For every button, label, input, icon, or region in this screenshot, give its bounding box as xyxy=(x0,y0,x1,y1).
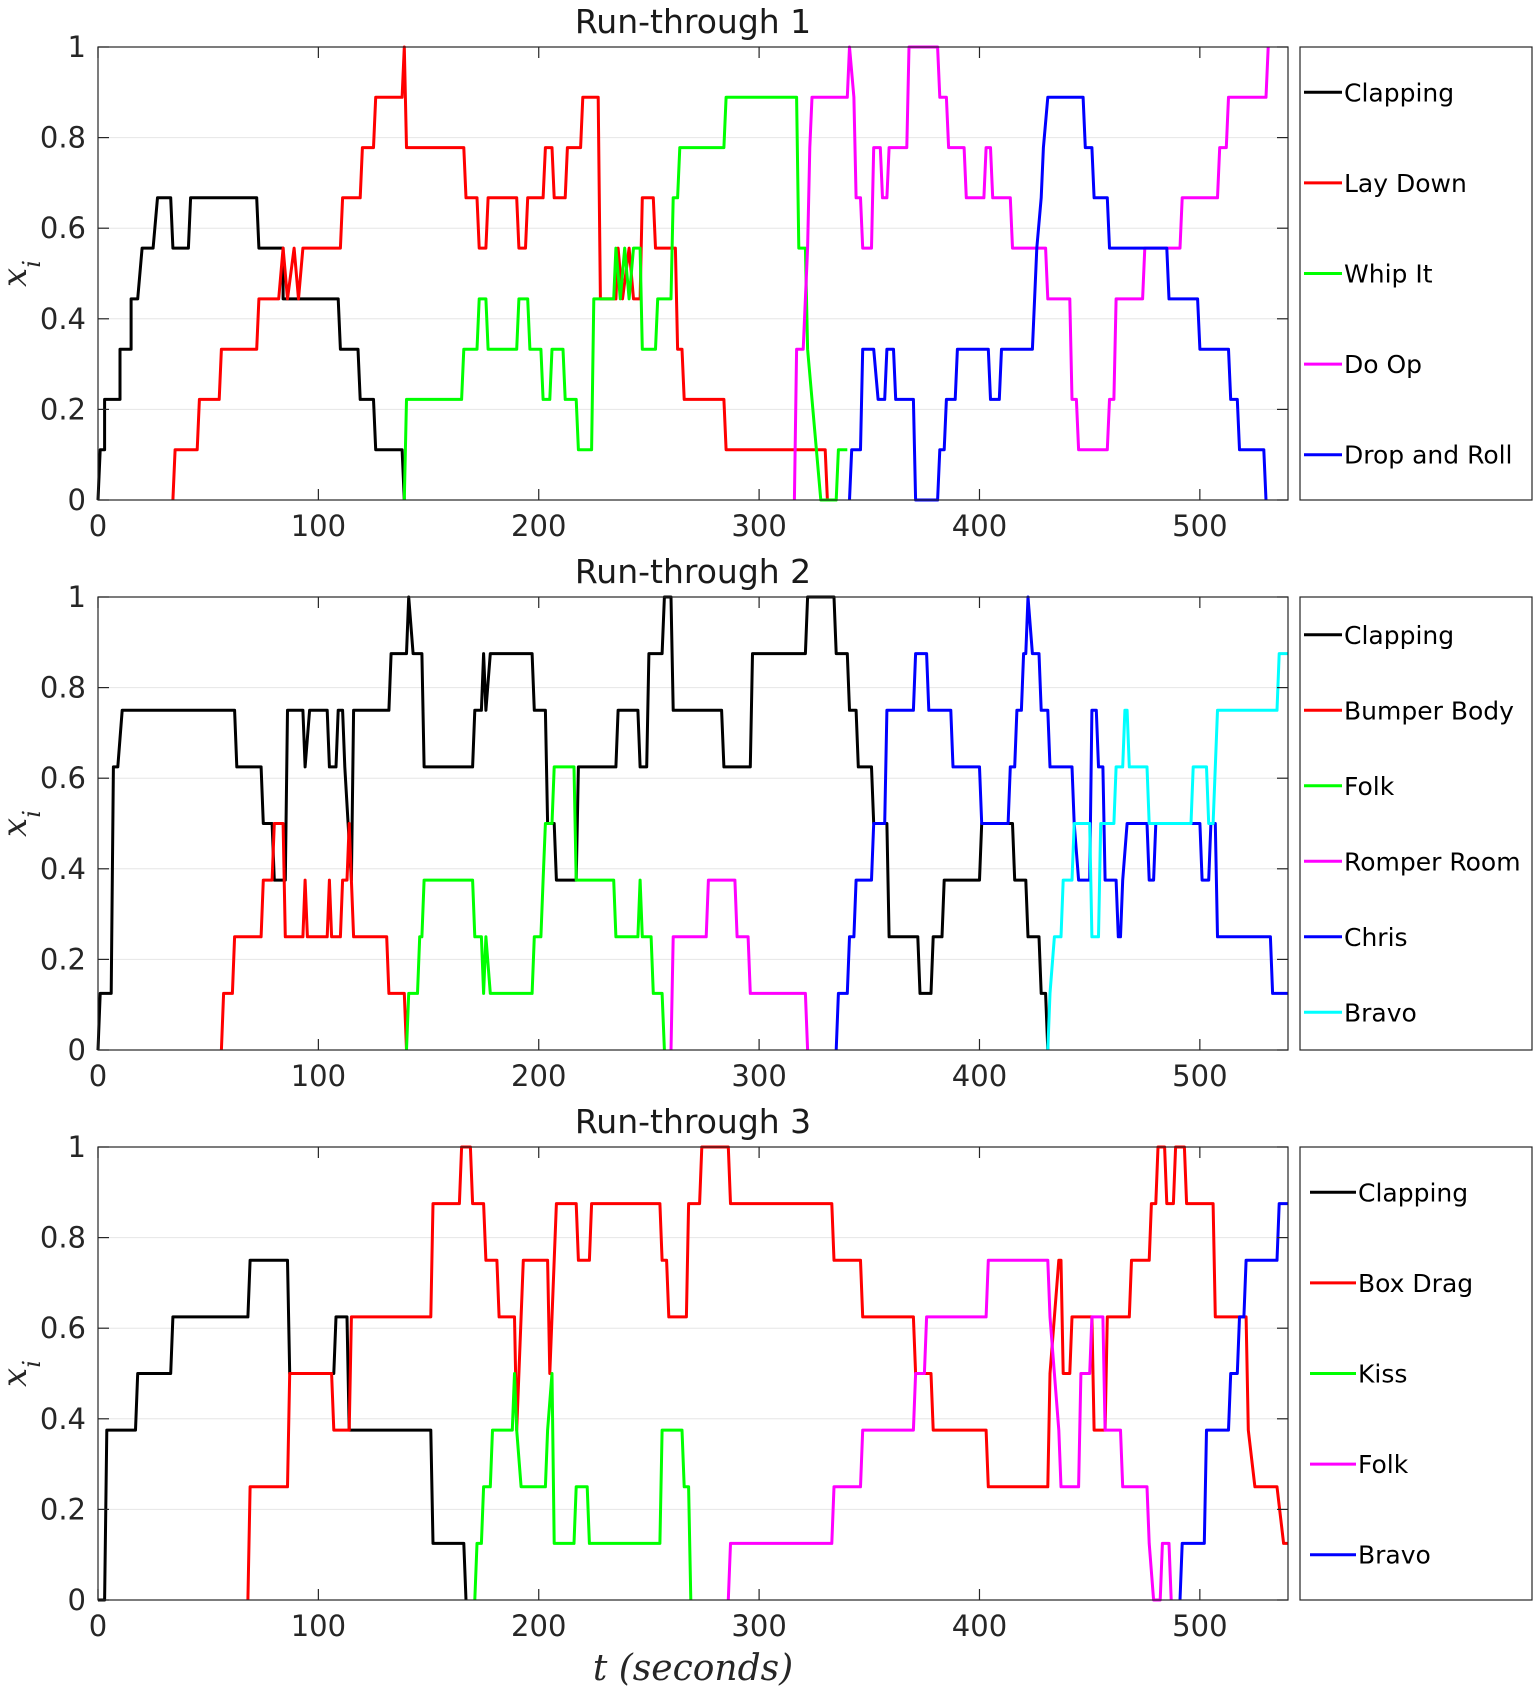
series-line-bumper-body xyxy=(219,822,408,1051)
legend-label: Bravo xyxy=(1358,1541,1431,1570)
x-tick-label: 400 xyxy=(952,509,1007,543)
x-tick-label: 100 xyxy=(291,1059,346,1093)
y-tick-label: 0 xyxy=(68,483,86,517)
y-tick-label: 0.8 xyxy=(40,121,86,155)
legend-label: Bravo xyxy=(1344,998,1417,1027)
y-tick-label: 0.4 xyxy=(40,852,86,886)
x-tick-label: 500 xyxy=(1172,1059,1227,1093)
chart-2: 0 100 200 300 400 500 0 0.2 0.4 0.6 0.8 1 Run-throug… xyxy=(0,552,1533,1093)
chart-title: Run-through 2 xyxy=(575,552,811,591)
x-tick-label: 400 xyxy=(952,1059,1007,1093)
y-tick-label: 0.8 xyxy=(40,1221,86,1255)
series-line-kiss xyxy=(473,1372,693,1601)
y-tick-label: 0.4 xyxy=(40,1402,86,1436)
series-line-clapping xyxy=(96,595,1050,1051)
legend-label: Box Drag xyxy=(1358,1269,1473,1298)
y-tick-label: 1 xyxy=(68,580,86,614)
legend-label: Lay Down xyxy=(1344,169,1467,198)
series-line-drop-and-roll xyxy=(848,95,1268,502)
x-tick-label: 300 xyxy=(731,509,786,543)
series-line-romper-room xyxy=(669,878,810,1051)
y-tick-label: 0.6 xyxy=(40,761,86,795)
series-line-chris xyxy=(834,595,1288,1051)
legend-label: Clapping xyxy=(1344,78,1454,107)
legend: Clapping Bumper Body Folk Romper Room Chris B… xyxy=(1299,596,1533,1051)
chart-1: 0 100 200 300 400 500 0 0.2 0.4 0.6 0.8 1 Run-throug… xyxy=(0,2,1533,543)
chart-3: 0 100 200 300 400 500 0 0.2 0.4 0.6 0.8 1 Run-throug… xyxy=(0,1102,1533,1689)
legend-box xyxy=(1299,596,1533,1051)
x-tick-label: 300 xyxy=(731,1609,786,1643)
axes-box xyxy=(97,46,1289,501)
y-axis-label: xi xyxy=(0,1360,46,1387)
series-line-folk xyxy=(405,765,666,1051)
x-tick-label: 300 xyxy=(731,1059,786,1093)
series-line-clapping xyxy=(96,196,406,501)
y-tick-label: 1 xyxy=(68,30,86,64)
x-tick-label: 500 xyxy=(1172,1609,1227,1643)
x-tick-label: 200 xyxy=(511,509,566,543)
y-tick-label: 0.4 xyxy=(40,302,86,336)
x-tick-label: 0 xyxy=(89,509,107,543)
series-line-bravo xyxy=(1046,652,1288,1051)
legend-label: Chris xyxy=(1344,923,1408,952)
y-tick-label: 0.2 xyxy=(40,1492,86,1526)
x-tick-label: 100 xyxy=(291,509,346,543)
legend: Clapping Lay Down Whip It Do Op Drop and Rol… xyxy=(1299,46,1533,501)
x-tick-label: 200 xyxy=(511,1059,566,1093)
x-tick-label: 500 xyxy=(1172,509,1227,543)
legend-label: Whip It xyxy=(1344,260,1433,289)
x-tick-label: 200 xyxy=(511,1609,566,1643)
legend-label: Folk xyxy=(1344,772,1395,801)
x-tick-label: 0 xyxy=(89,1059,107,1093)
series-line-bravo xyxy=(1178,1202,1288,1601)
series-line-lay-down xyxy=(171,45,829,501)
x-tick-label: 0 xyxy=(89,1609,107,1643)
x-tick-label: 100 xyxy=(291,1609,346,1643)
legend-label: Clapping xyxy=(1344,621,1454,650)
legend-label: Kiss xyxy=(1358,1360,1407,1389)
chart-title: Run-through 1 xyxy=(575,2,811,41)
legend-label: Folk xyxy=(1358,1450,1409,1479)
legend: Clapping Box Drag Kiss Folk Bravo xyxy=(1299,1146,1533,1601)
y-tick-label: 0 xyxy=(68,1033,86,1067)
axes-box xyxy=(97,596,1289,1051)
chart-title: Run-through 3 xyxy=(575,1102,811,1141)
series-line-clapping xyxy=(98,1258,468,1602)
axes-box xyxy=(97,1146,1289,1601)
y-axis-label: xi xyxy=(0,260,46,287)
y-tick-label: 0 xyxy=(68,1583,86,1617)
y-axis-label: xi xyxy=(0,810,46,837)
legend-label: Romper Room xyxy=(1344,847,1521,876)
x-tick-label: 400 xyxy=(952,1609,1007,1643)
plot-area xyxy=(98,1147,1288,1600)
legend-label: Do Op xyxy=(1344,350,1422,379)
y-tick-label: 0.6 xyxy=(40,1311,86,1345)
series-line-whip-it xyxy=(402,95,848,502)
series-line-folk xyxy=(726,1258,1173,1602)
y-tick-label: 0.2 xyxy=(40,392,86,426)
y-tick-label: 1 xyxy=(68,1130,86,1164)
legend-label: Bumper Body xyxy=(1344,696,1514,725)
series-line-do-op xyxy=(792,45,1270,501)
y-tick-label: 0.8 xyxy=(40,671,86,705)
legend-label: Drop and Roll xyxy=(1344,441,1513,470)
y-tick-label: 0.2 xyxy=(40,942,86,976)
legend-label: Clapping xyxy=(1358,1178,1468,1207)
y-tick-label: 0.6 xyxy=(40,211,86,245)
x-axis-label: t (seconds) xyxy=(593,1648,793,1687)
